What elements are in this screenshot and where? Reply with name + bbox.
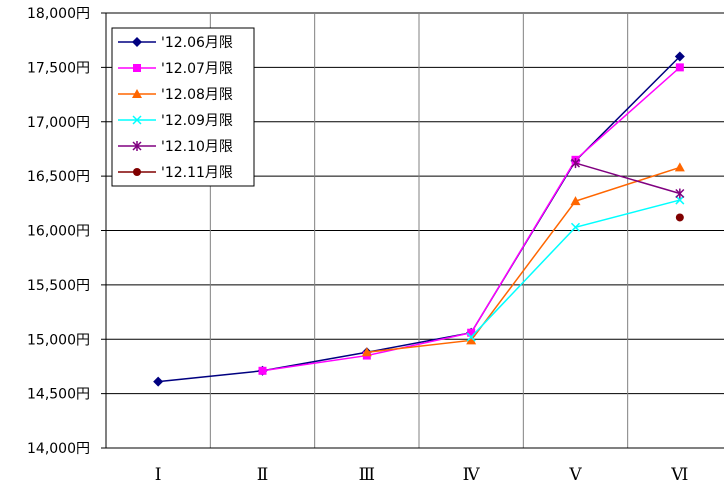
data-point <box>674 162 685 172</box>
y-axis-ticks: 18,000円 17,500円 17,000円 16,500円 16,000円 15,50… <box>27 6 90 457</box>
data-point <box>133 168 141 176</box>
series-line <box>262 66 681 372</box>
legend-item: '12.07月限 <box>118 61 233 77</box>
y-tick-label: 17,000円 <box>27 115 90 131</box>
y-tick-label: 16,000円 <box>27 224 90 240</box>
data-point <box>675 63 684 72</box>
data-point <box>675 195 685 205</box>
data-point <box>258 366 267 375</box>
data-point <box>466 332 476 342</box>
axes <box>101 12 724 449</box>
data-point <box>132 115 142 125</box>
legend-box <box>111 27 255 187</box>
y-tick-label: 14,000円 <box>27 441 90 457</box>
legend: '12.06月限 '12.07月限 '12.08月限 '12.09月限 '12.10月限… <box>111 27 255 187</box>
legend-item: '12.11月限 <box>118 165 233 181</box>
series-5 <box>570 158 685 199</box>
data-point <box>153 376 164 387</box>
x-tick-label: Ⅳ <box>463 465 481 485</box>
series-3 <box>361 162 685 357</box>
data-point <box>133 64 141 72</box>
data-point <box>675 188 685 199</box>
x-tick-label: Ⅱ <box>257 465 269 485</box>
data-point <box>466 335 477 345</box>
data-point <box>570 196 581 206</box>
data-point <box>675 213 684 222</box>
data-point <box>132 37 142 47</box>
legend-label: '12.11月限 <box>161 165 233 181</box>
data-point <box>132 141 142 151</box>
x-axis-ticks: Ⅰ Ⅱ Ⅲ Ⅳ Ⅴ Ⅵ <box>155 465 689 485</box>
data-point <box>132 89 142 98</box>
series-6 <box>675 213 684 222</box>
y-tick-label: 17,500円 <box>27 60 90 76</box>
y-tick-label: 18,000円 <box>27 6 90 22</box>
legend-item: '12.06月限 <box>118 35 233 51</box>
legend-item: '12.08月限 <box>118 87 233 103</box>
grid-lines <box>106 12 724 449</box>
x-tick-label: Ⅵ <box>670 465 688 485</box>
series-layer <box>153 51 685 387</box>
legend-label: '12.09月限 <box>161 113 233 129</box>
y-tick-label: 15,000円 <box>27 332 90 348</box>
x-tick-label: Ⅲ <box>359 465 375 485</box>
series-line <box>470 199 681 338</box>
x-tick-label: Ⅴ <box>568 465 582 485</box>
legend-item: '12.10月限 <box>118 139 233 155</box>
legend-label: '12.10月限 <box>161 139 233 155</box>
data-point <box>467 328 476 337</box>
data-point <box>570 222 581 232</box>
legend-label: '12.08月限 <box>161 87 233 103</box>
legend-label: '12.06月限 <box>161 35 233 51</box>
y-tick-label: 15,500円 <box>27 278 90 294</box>
data-point <box>570 158 581 169</box>
series-4 <box>466 195 685 342</box>
x-tick-label: Ⅰ <box>155 465 162 485</box>
series-line <box>366 166 681 354</box>
legend-label: '12.07月限 <box>161 61 233 77</box>
y-tick-label: 14,500円 <box>27 387 90 403</box>
data-point <box>674 51 685 62</box>
legend-item: '12.09月限 <box>118 113 233 129</box>
y-tick-label: 16,500円 <box>27 169 90 185</box>
data-point <box>361 347 372 357</box>
series-line <box>575 162 681 195</box>
